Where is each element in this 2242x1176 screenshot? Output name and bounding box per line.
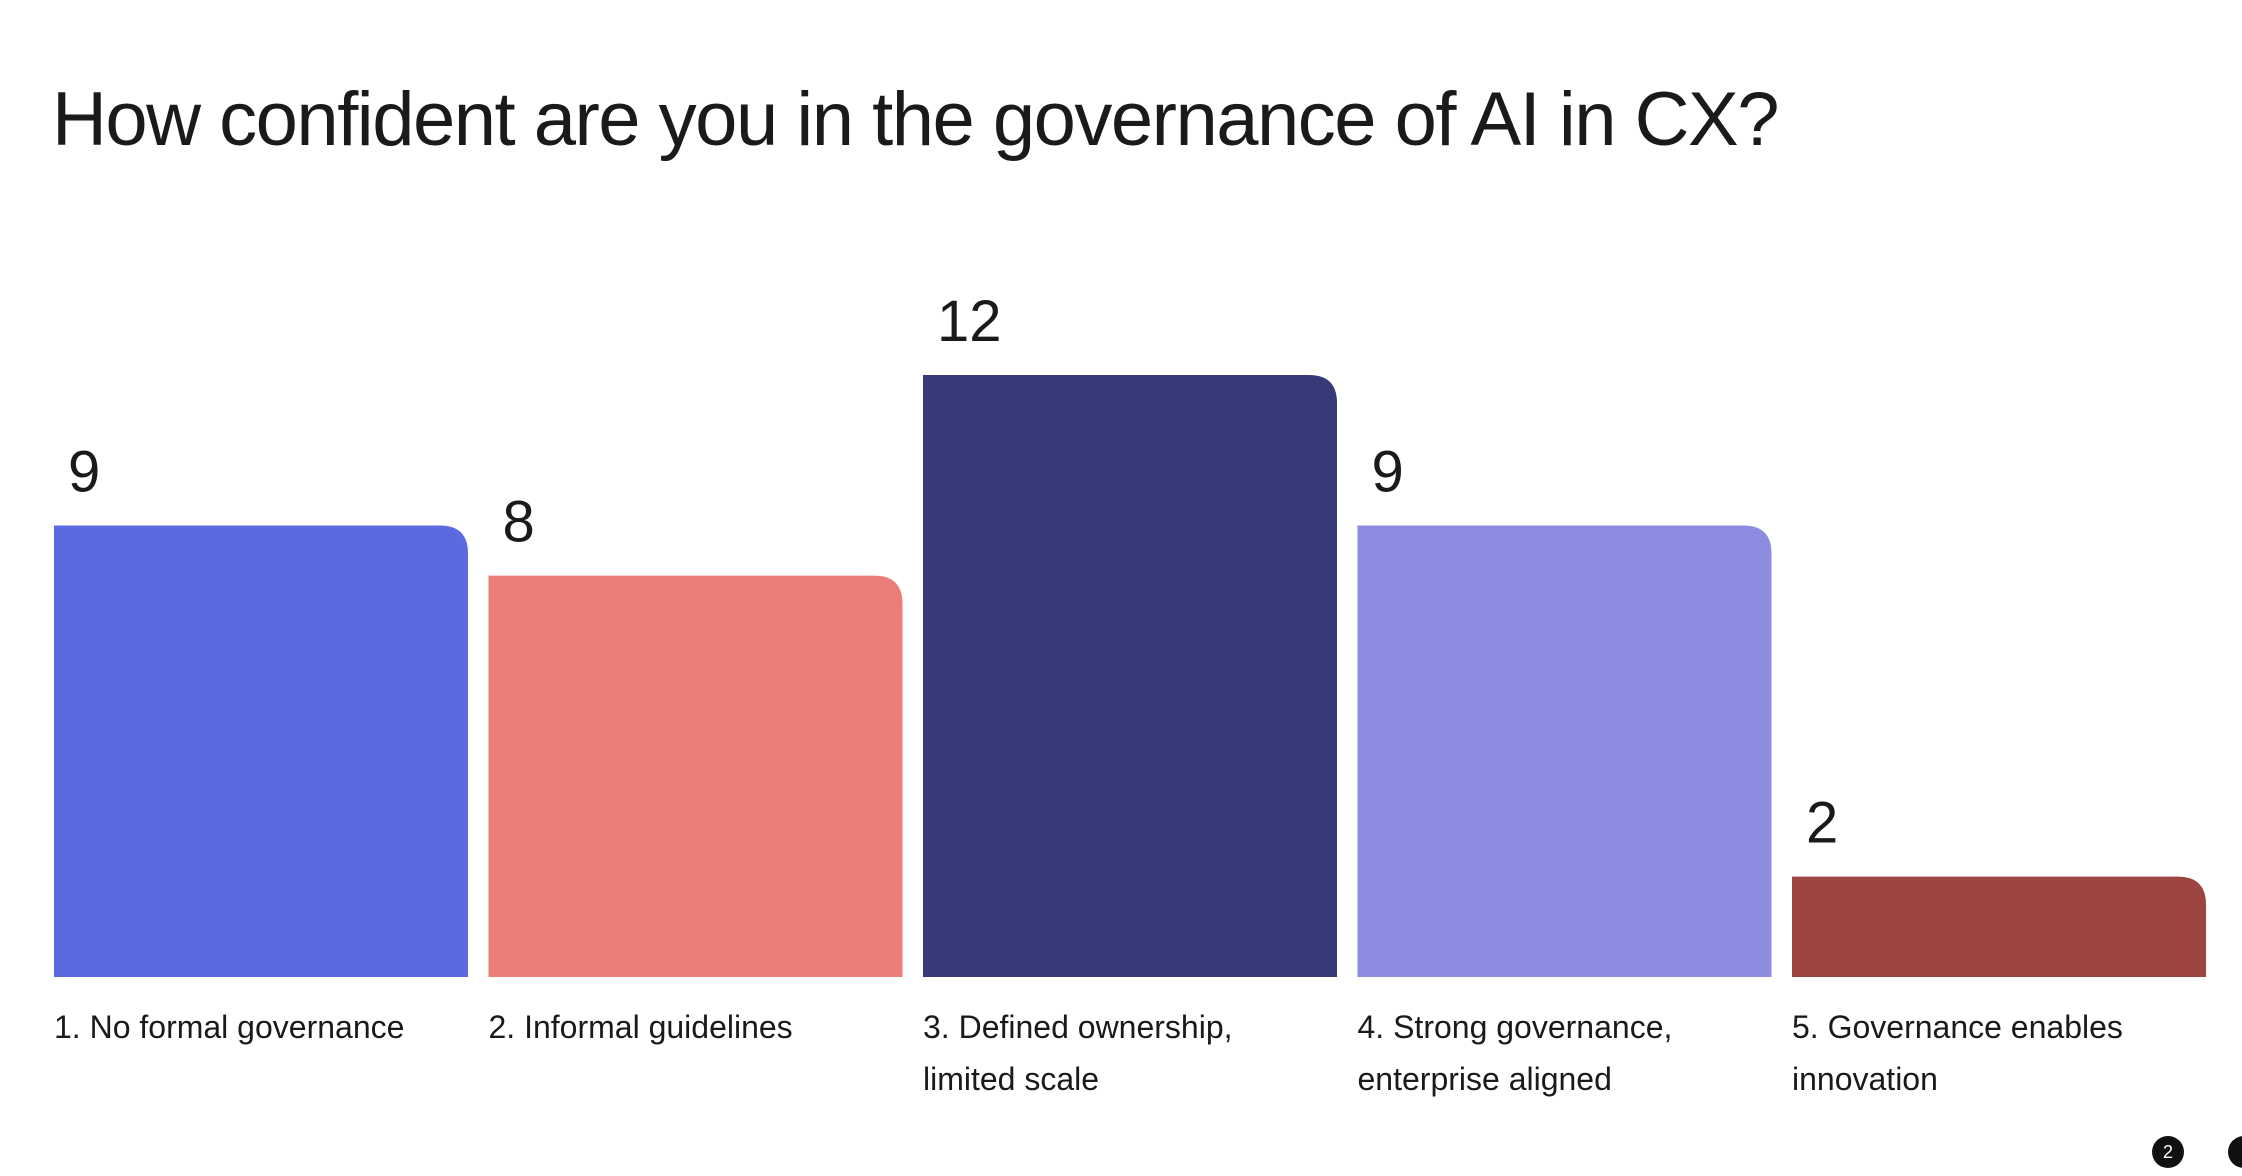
category-label-2: 2. Informal guidelines <box>489 1009 793 1045</box>
category-label-line: 2. Informal guidelines <box>489 1009 793 1045</box>
bar-5 <box>1792 876 2206 977</box>
value-label-1: 9 <box>68 440 100 505</box>
bar-4 <box>1357 525 1772 977</box>
category-label-3: 3. Defined ownership, limited scale <box>923 1009 1233 1097</box>
category-label-line: 3. Defined ownership, <box>923 1009 1233 1045</box>
value-label-4: 9 <box>1372 440 1404 505</box>
bar-2 <box>488 575 903 977</box>
category-label-1: 1. No formal governance <box>54 1009 404 1045</box>
chart-title: How confident are you in the governance … <box>52 77 1780 162</box>
page-number-badge[interactable]: 2 <box>2152 1136 2184 1168</box>
category-label-line: innovation <box>1792 1061 1938 1097</box>
category-label-line: 5. Governance enables <box>1792 1009 2123 1045</box>
category-label-4: 4. Strong governance, enterprise aligned <box>1358 1009 1673 1097</box>
value-label-2: 8 <box>503 490 535 555</box>
category-label-line: 4. Strong governance, <box>1358 1009 1673 1045</box>
category-label-5: 5. Governance enables innovation <box>1792 1009 2123 1097</box>
value-label-5: 2 <box>1806 791 1838 856</box>
bar-1 <box>54 525 468 977</box>
category-label-line: 1. No formal governance <box>54 1009 404 1045</box>
category-label-line: limited scale <box>923 1061 1099 1097</box>
category-label-line: enterprise aligned <box>1358 1061 1612 1097</box>
bar-3 <box>923 375 1337 977</box>
next-page-icon[interactable] <box>2228 1136 2242 1168</box>
value-label-3: 12 <box>937 289 1002 354</box>
